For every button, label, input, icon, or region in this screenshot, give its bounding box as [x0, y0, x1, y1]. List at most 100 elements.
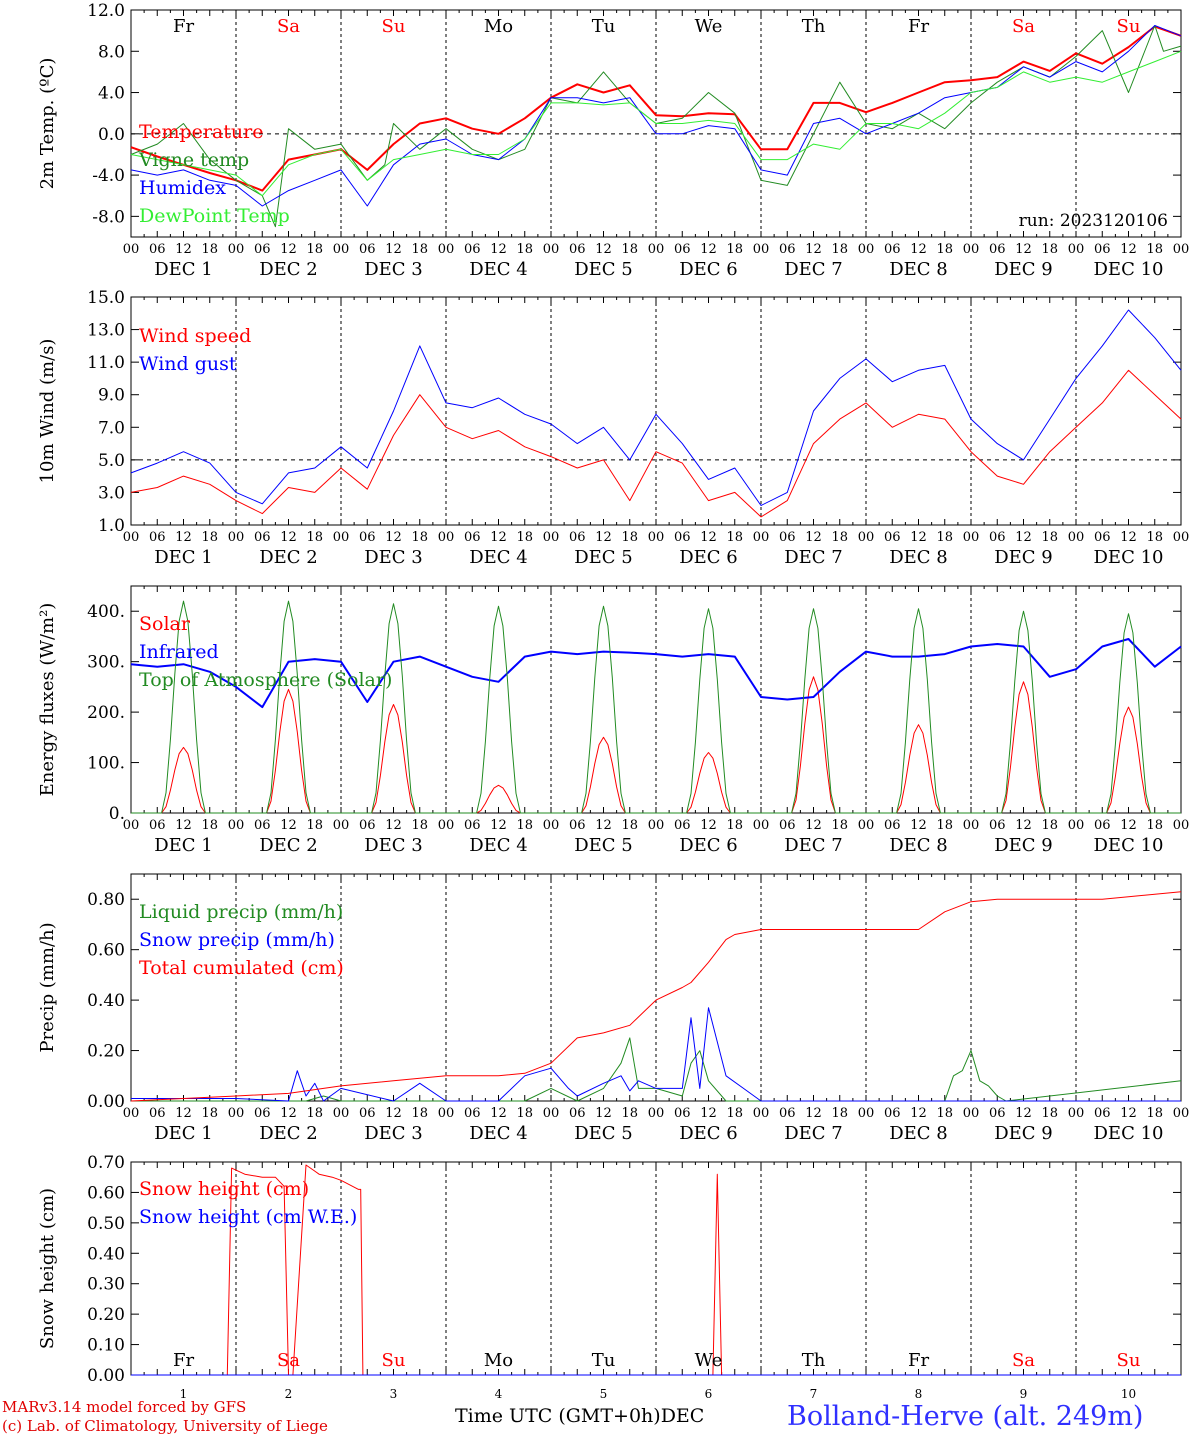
hour-tick-label: 18 — [516, 530, 533, 545]
hour-tick-label: 06 — [674, 1106, 691, 1121]
hour-tick-label: 18 — [1146, 818, 1163, 833]
hour-tick-label: 06 — [674, 818, 691, 833]
hour-tick-label: 18 — [936, 1106, 953, 1121]
hour-tick-label: 06 — [989, 818, 1006, 833]
hour-tick-label: 18 — [936, 818, 953, 833]
hour-tick-label: 12 — [175, 242, 192, 257]
y-tick-label: 0.20 — [87, 1305, 125, 1325]
day-name: Mo — [484, 16, 513, 37]
hour-tick-label: 18 — [621, 242, 638, 257]
legend-entry: Infrared — [139, 641, 219, 663]
hour-tick-label: 00 — [333, 1106, 350, 1121]
date-label: DEC 2 — [259, 835, 318, 856]
hour-tick-label: 06 — [359, 242, 376, 257]
hour-tick-label: 12 — [490, 530, 507, 545]
hour-tick-label: 06 — [359, 1106, 376, 1121]
date-label: DEC 10 — [1094, 835, 1164, 856]
y-tick-label: 12.0 — [87, 1, 125, 21]
hour-tick-label: 00 — [123, 242, 140, 257]
y-axis-title: Snow height (cm) — [37, 1188, 58, 1349]
day-name: Th — [802, 1350, 826, 1371]
hour-tick-label: 12 — [910, 530, 927, 545]
date-label: DEC 1 — [154, 1123, 213, 1144]
hour-tick-label: 06 — [884, 530, 901, 545]
series-line-wind-speed — [130, 369, 1182, 518]
y-tick-label: 0. — [109, 804, 125, 824]
hour-tick-label: 00 — [1068, 242, 1085, 257]
hour-tick-label: 00 — [1173, 242, 1190, 257]
hour-tick-label: 18 — [831, 1106, 848, 1121]
day-name: Sa — [277, 1350, 300, 1371]
hour-tick-label: 12 — [1015, 242, 1032, 257]
hour-tick-label: 12 — [700, 1106, 717, 1121]
hour-tick-label: 18 — [201, 1106, 218, 1121]
hour-tick-label: 18 — [201, 530, 218, 545]
hour-tick-label: 00 — [858, 242, 875, 257]
hour-tick-label: 18 — [516, 1106, 533, 1121]
hour-tick-label: 06 — [149, 530, 166, 545]
y-tick-label: 8.0 — [98, 42, 125, 62]
hour-tick-label: 06 — [464, 1106, 481, 1121]
hour-tick-label: 18 — [306, 1106, 323, 1121]
y-tick-label: 0.50 — [87, 1214, 125, 1234]
hour-tick-label: 06 — [464, 530, 481, 545]
y-tick-label: 0.20 — [87, 1042, 125, 1062]
y-tick-label: 0.40 — [87, 991, 125, 1011]
y-tick-label: 400. — [87, 602, 125, 622]
y-axis-title: Precip (mm/h) — [37, 922, 58, 1052]
hour-tick-label: 12 — [805, 818, 822, 833]
date-label: DEC 1 — [154, 547, 213, 568]
hour-tick-label: 06 — [464, 818, 481, 833]
series-line-snow-precip-mm-h- — [131, 1007, 1181, 1102]
hour-tick-label: 00 — [228, 1106, 245, 1121]
date-label: DEC 4 — [469, 835, 528, 856]
hour-tick-label: 00 — [963, 818, 980, 833]
hour-tick-label: 12 — [385, 242, 402, 257]
y-tick-label: 9.0 — [98, 386, 125, 406]
hour-tick-label: 00 — [1068, 1106, 1085, 1121]
day-number: 6 — [705, 1387, 713, 1401]
hour-tick-label: 18 — [1041, 530, 1058, 545]
y-tick-label: 200. — [87, 703, 125, 723]
day-number: 9 — [1020, 1387, 1028, 1401]
hour-tick-label: 00 — [648, 1106, 665, 1121]
hour-tick-label: 00 — [228, 818, 245, 833]
y-tick-label: 3.0 — [98, 483, 125, 503]
y-tick-label: 1.0 — [98, 516, 125, 536]
hour-tick-label: 18 — [1146, 530, 1163, 545]
hour-tick-label: 00 — [648, 242, 665, 257]
day-number: 10 — [1121, 1387, 1136, 1401]
y-tick-label: 0.30 — [87, 1275, 125, 1295]
hour-tick-label: 12 — [385, 1106, 402, 1121]
hour-tick-label: 18 — [411, 530, 428, 545]
hour-tick-label: 06 — [254, 242, 271, 257]
series-line-humidex — [130, 25, 1182, 207]
hour-tick-label: 06 — [989, 242, 1006, 257]
hour-tick-label: 12 — [910, 818, 927, 833]
legend-entry: Solar — [139, 613, 191, 635]
hour-tick-label: 00 — [438, 1106, 455, 1121]
date-label: DEC 5 — [574, 259, 633, 280]
hour-tick-label: 00 — [963, 1106, 980, 1121]
hour-tick-label: 06 — [1094, 818, 1111, 833]
hour-tick-label: 00 — [333, 818, 350, 833]
hour-tick-label: 06 — [779, 242, 796, 257]
hour-tick-label: 18 — [1041, 242, 1058, 257]
hour-tick-label: 06 — [254, 1106, 271, 1121]
day-name: Su — [382, 1350, 406, 1371]
hour-tick-label: 00 — [753, 1106, 770, 1121]
hour-tick-label: 12 — [280, 1106, 297, 1121]
hour-tick-label: 00 — [438, 242, 455, 257]
day-number: 3 — [390, 1387, 398, 1401]
hour-tick-label: 00 — [963, 530, 980, 545]
hour-tick-label: 12 — [805, 530, 822, 545]
hour-tick-label: 12 — [700, 530, 717, 545]
hour-tick-label: 18 — [831, 818, 848, 833]
hour-tick-label: 18 — [1146, 1106, 1163, 1121]
hour-tick-label: 12 — [1015, 818, 1032, 833]
hour-tick-label: 18 — [1146, 242, 1163, 257]
legend-entry: Humidex — [139, 177, 226, 199]
hour-tick-label: 12 — [1120, 818, 1137, 833]
day-name: Fr — [173, 1350, 194, 1371]
